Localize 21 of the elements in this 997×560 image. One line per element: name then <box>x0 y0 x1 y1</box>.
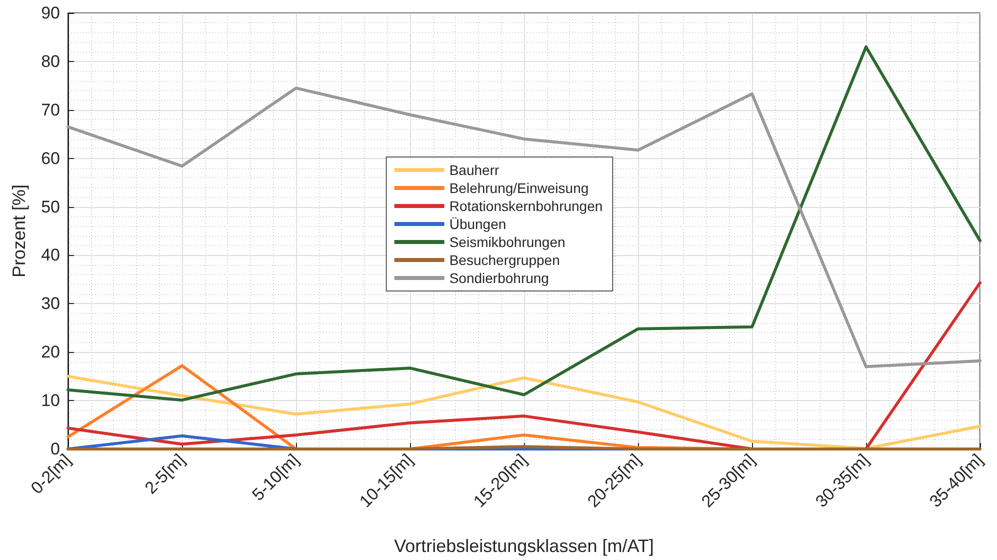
legend-label: Besuchergruppen <box>449 252 560 268</box>
y-tick-label: 70 <box>41 100 60 120</box>
y-tick-label: 10 <box>41 391 60 410</box>
y-axis-title: Prozent [%] <box>9 184 29 278</box>
y-tick-label: 80 <box>41 52 60 71</box>
line-series <box>66 86 982 368</box>
legend-label: Sondierbohrung <box>449 270 549 286</box>
y-tick-label: 0 <box>50 440 60 458</box>
legend-label: Rotationskernbohrungen <box>449 198 603 214</box>
y-tick-label: 40 <box>41 246 60 265</box>
legend-label: Übungen <box>449 216 506 232</box>
line-series <box>66 45 982 402</box>
y-tick-label: 90 <box>41 4 60 22</box>
y-tick-label: 60 <box>41 148 60 168</box>
legend-label: Seismikbohrungen <box>449 234 566 250</box>
x-axis-title: Vortriebsleistungsklassen [m/AT] <box>394 536 654 556</box>
legend-label: Bauherr <box>449 162 500 178</box>
legend-label: Belehrung/Einweisung <box>449 180 589 196</box>
y-tick-label: 20 <box>41 342 60 362</box>
y-tick-label: 30 <box>41 294 60 314</box>
y-tick-label: 50 <box>41 197 60 216</box>
